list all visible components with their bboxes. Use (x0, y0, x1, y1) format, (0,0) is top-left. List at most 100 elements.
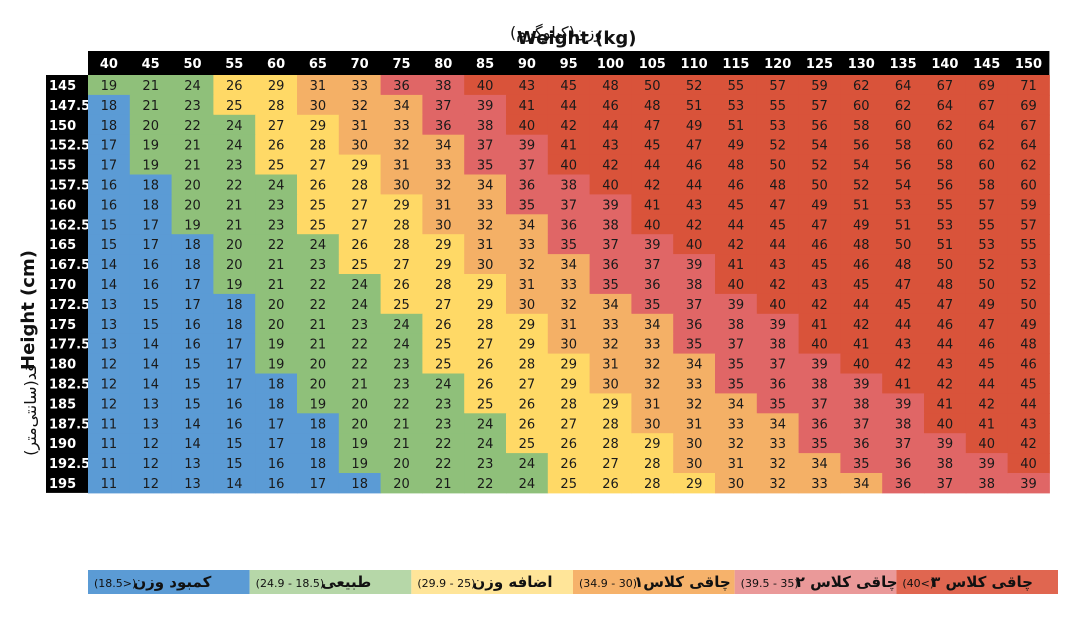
bmi-value-label: 21 (393, 417, 410, 432)
bmi-cell (798, 234, 841, 255)
bmi-cell (924, 234, 967, 255)
legend-label: کمبود وزن (133, 573, 211, 591)
bmi-cell (882, 274, 925, 295)
bmi-value-label: 42 (769, 278, 786, 293)
bmi-cell (297, 194, 340, 215)
bmi-value-label: 59 (1020, 198, 1037, 213)
bmi-cell (297, 413, 340, 434)
bmi-value-label: 15 (226, 457, 243, 472)
bmi-value-label: 33 (560, 278, 577, 293)
bmi-cell (506, 373, 549, 394)
legend-label: طبیعی (321, 573, 371, 591)
bmi-value-label: 41 (937, 397, 954, 412)
bmi-cell (924, 293, 967, 315)
bmi-value-label: 24 (226, 119, 243, 134)
bmi-cell (673, 234, 716, 255)
bmi-value-label: 37 (853, 417, 870, 432)
bmi-cell (631, 134, 674, 156)
bmi-cell (338, 114, 382, 136)
bmi-cell (506, 274, 549, 295)
bmi-value-label: 45 (769, 218, 786, 233)
bmi-value-label: 31 (310, 79, 327, 94)
bmi-cell (506, 194, 549, 215)
bmi-value-label: 26 (519, 397, 536, 412)
weight-tick-label: 60 (267, 57, 285, 72)
legend-swatch (249, 570, 412, 594)
bmi-value-label: 40 (769, 298, 786, 313)
title-en: Weight (kg) (517, 28, 636, 49)
bmi-cell (506, 353, 549, 374)
bmi-cell (88, 413, 131, 434)
bmi-cell (798, 473, 841, 494)
bmi-cell (798, 114, 841, 136)
bmi-cell (464, 154, 507, 175)
bmi-value-label: 39 (978, 457, 995, 472)
bmi-value-label: 40 (560, 159, 577, 174)
bmi-value-label: 34 (769, 417, 786, 432)
bmi-cell (88, 353, 131, 374)
bmi-value-label: 16 (268, 477, 285, 492)
bmi-cell (88, 154, 131, 175)
bmi-cell (1007, 75, 1050, 96)
bmi-cell (924, 75, 967, 96)
legend-range: (35 - 39.5) (741, 577, 799, 590)
bmi-cell (129, 254, 173, 275)
bmi-cell (882, 194, 925, 215)
bmi-cell (924, 254, 967, 275)
bmi-value-label: 20 (310, 377, 327, 392)
bmi-value-label: 50 (811, 178, 828, 193)
bmi-value-label: 12 (142, 457, 159, 472)
bmi-cell (338, 413, 382, 434)
bmi-value-label: 48 (1020, 338, 1037, 353)
bmi-cell (255, 373, 298, 394)
bmi-value-label: 27 (393, 258, 410, 273)
bmi-value-label: 40 (978, 437, 995, 452)
bmi-cell (798, 413, 841, 434)
bmi-cell (631, 75, 674, 96)
bmi-cell (589, 254, 632, 275)
bmi-cell (715, 333, 758, 355)
bmi-cell (924, 353, 967, 374)
bmi-cell (756, 194, 800, 215)
bmi-cell (882, 114, 925, 136)
bmi-value-label: 39 (519, 139, 536, 154)
bmi-value-label: 18 (101, 99, 118, 114)
bmi-value-label: 26 (310, 178, 327, 193)
bmi-value-label: 38 (686, 278, 703, 293)
bmi-cell (924, 413, 967, 434)
bmi-cell (171, 433, 214, 454)
bmi-cell (882, 293, 925, 315)
bmi-value-label: 20 (226, 238, 243, 253)
bmi-value-label: 16 (101, 178, 118, 193)
bmi-value-label: 56 (811, 119, 828, 134)
bmi-value-label: 29 (686, 477, 703, 492)
bmi-cell (338, 75, 382, 96)
height-tick-label: 167.5 (49, 258, 90, 273)
bmi-cell (798, 453, 841, 474)
bmi-cell (631, 114, 674, 136)
weight-tick-label: 110 (681, 57, 708, 72)
bmi-value-label: 26 (393, 278, 410, 293)
bmi-cell (297, 94, 340, 116)
bmi-cell (965, 154, 1009, 175)
bmi-value-label: 53 (728, 99, 745, 114)
bmi-value-label: 45 (811, 258, 828, 273)
bmi-value-label: 20 (310, 358, 327, 373)
height-tick-label: 180 (49, 358, 76, 373)
bmi-cell (297, 393, 340, 414)
bmi-cell (171, 373, 214, 394)
bmi-value-label: 26 (519, 417, 536, 432)
bmi-value-label: 52 (769, 139, 786, 154)
bmi-value-label: 35 (769, 397, 786, 412)
bmi-value-label: 55 (978, 218, 995, 233)
bmi-value-label: 20 (268, 318, 285, 333)
bmi-cell (673, 353, 716, 374)
bmi-cell (631, 274, 674, 295)
bmi-cell (297, 453, 340, 474)
bmi-value-label: 22 (393, 397, 410, 412)
bmi-value-label: 31 (602, 358, 619, 373)
bmi-cell (631, 234, 674, 255)
bmi-cell (129, 373, 173, 394)
bmi-value-label: 38 (769, 338, 786, 353)
bmi-cell (798, 194, 841, 215)
